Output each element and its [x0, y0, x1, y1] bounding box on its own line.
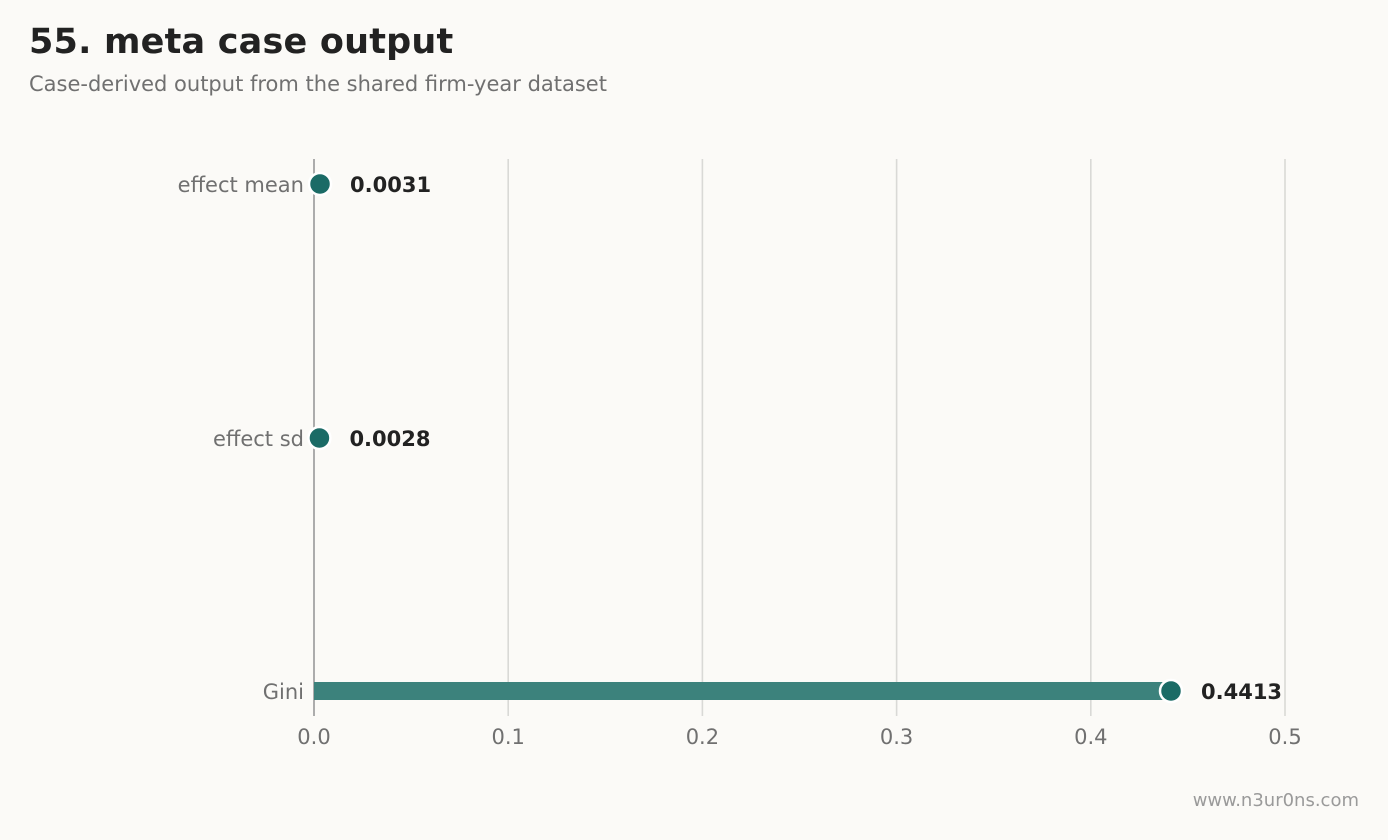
bars — [307, 171, 1184, 704]
watermark: www.n3ur0ns.com — [1192, 790, 1359, 811]
value-label: 0.4413 — [1201, 680, 1282, 704]
data-point — [307, 425, 332, 451]
value-label: 0.0028 — [349, 427, 430, 451]
page-title: 55. meta case output — [29, 22, 454, 62]
page-subtitle: Case-derived output from the shared firm… — [29, 72, 607, 96]
data-point — [1158, 678, 1184, 704]
labels: 0.0 0.1 0.2 0.3 0.4 0.5 effect mean 0.0031 effec… — [178, 173, 1302, 749]
bar-stem — [314, 682, 1172, 700]
x-tick-label: 0.4 — [1074, 725, 1107, 749]
grid-lines — [507, 159, 1286, 716]
x-tick-label: 0.1 — [491, 725, 524, 749]
x-tick-label: 0.2 — [686, 725, 719, 749]
x-tick-label: 0.3 — [880, 725, 913, 749]
category-label: effect mean — [178, 173, 304, 197]
data-point — [307, 171, 333, 197]
category-label: Gini — [263, 680, 304, 704]
x-tick-label: 0.5 — [1268, 725, 1301, 749]
category-label: effect sd — [213, 427, 304, 451]
x-tick-label: 0.0 — [297, 725, 330, 749]
value-label: 0.0031 — [350, 173, 431, 197]
